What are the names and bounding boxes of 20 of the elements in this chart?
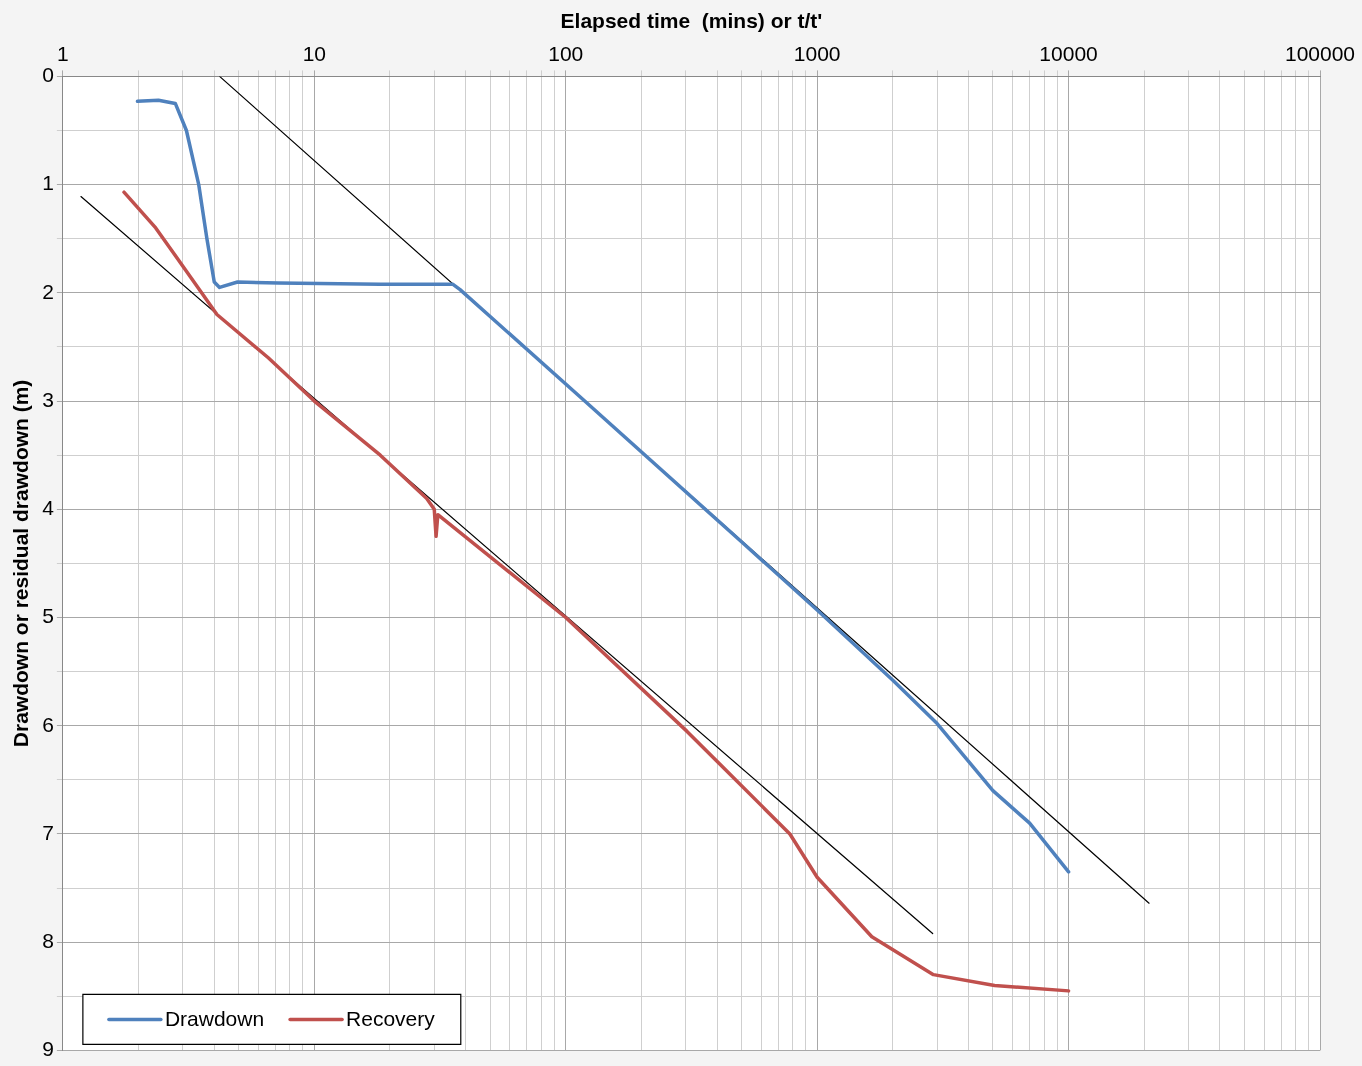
x-tick-label: 100 xyxy=(548,41,584,65)
x-axis-title: Elapsed time (mins) or t/t' xyxy=(560,9,823,33)
y-tick-label: 0 xyxy=(42,63,54,87)
y-axis-title: Drawdown or residual drawdown (m) xyxy=(9,379,33,748)
y-tick-label: 9 xyxy=(42,1037,54,1061)
y-tick-label: 5 xyxy=(42,604,54,628)
x-tick-label: 100000 xyxy=(1284,41,1356,65)
x-tick-label: 10000 xyxy=(1039,41,1098,65)
x-tick-label: 1 xyxy=(57,41,69,65)
y-tick-label: 6 xyxy=(42,712,54,736)
legend-label: Drawdown xyxy=(164,1007,265,1031)
y-tick-label: 1 xyxy=(42,171,54,195)
legend-label: Recovery xyxy=(346,1007,436,1031)
y-tick-label: 3 xyxy=(42,387,54,411)
x-tick-label: 1000 xyxy=(793,41,841,65)
y-tick-label: 4 xyxy=(42,496,55,520)
y-tick-label: 7 xyxy=(42,820,54,844)
y-tick-label: 8 xyxy=(42,928,54,952)
y-tick-label: 2 xyxy=(42,279,54,303)
x-tick-label: 10 xyxy=(302,41,326,65)
